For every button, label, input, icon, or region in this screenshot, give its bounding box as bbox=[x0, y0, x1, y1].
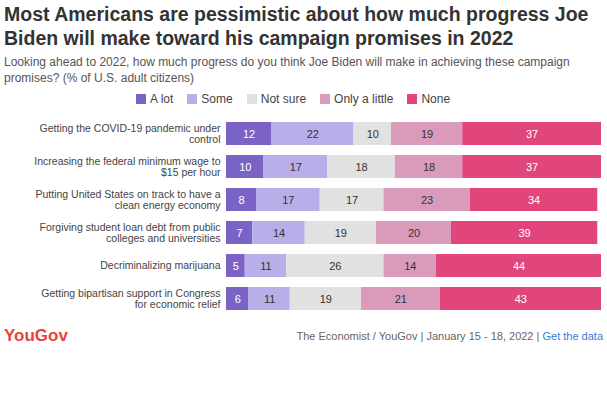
html-text:Some: Some bbox=[201, 92, 233, 106]
svg-text:8: 8 bbox=[238, 194, 244, 206]
html-text:Not sure: Not sure bbox=[260, 92, 307, 106]
html-text:Most Americans are pessimistic: Most Americans are pessimistic about how… bbox=[4, 3, 589, 49]
svg-text:37: 37 bbox=[526, 161, 538, 173]
svg-text:Increasing the federal minimum: Increasing the federal minimum wage to$1… bbox=[34, 155, 221, 178]
html-text:None: None bbox=[421, 92, 451, 106]
svg-text:18: 18 bbox=[355, 161, 367, 173]
svg-text:20: 20 bbox=[408, 227, 420, 239]
svg-text:Forgiving student loan debt fr: Forgiving student loan debt from publicc… bbox=[40, 221, 221, 244]
html-text:Looking ahead to 2022, how muc: Looking ahead to 2022, how much progress… bbox=[4, 55, 570, 85]
html-text:Only a little: Only a little bbox=[334, 92, 394, 106]
svg-text:6: 6 bbox=[235, 293, 241, 305]
svg-text:34: 34 bbox=[528, 194, 540, 206]
svg-text:Getting the COVID-19 pandemic: Getting the COVID-19 pandemic undercontr… bbox=[40, 122, 221, 145]
svg-text:10: 10 bbox=[367, 128, 379, 140]
svg-text:10: 10 bbox=[239, 161, 251, 173]
svg-text:19: 19 bbox=[335, 227, 347, 239]
svg-text:5: 5 bbox=[233, 260, 239, 272]
svg-text:7: 7 bbox=[237, 227, 243, 239]
svg-text:22: 22 bbox=[307, 128, 319, 140]
svg-text:37: 37 bbox=[526, 128, 538, 140]
svg-text:43: 43 bbox=[515, 293, 527, 305]
svg-text:17: 17 bbox=[282, 194, 294, 206]
svg-text:39: 39 bbox=[519, 227, 531, 239]
svg-text:26: 26 bbox=[329, 260, 341, 272]
svg-text:14: 14 bbox=[404, 260, 416, 272]
html-text:The Economist / YouGov | Janua: The Economist / YouGov | January 15 - 18… bbox=[296, 330, 603, 342]
svg-text:19: 19 bbox=[421, 128, 433, 140]
svg-text:11: 11 bbox=[260, 260, 271, 272]
svg-text:Putting United States on track: Putting United States on track to have a… bbox=[35, 188, 221, 211]
svg-text:17: 17 bbox=[346, 194, 358, 206]
svg-text:18: 18 bbox=[423, 161, 435, 173]
html-text:A lot: A lot bbox=[150, 92, 174, 106]
svg-text:14: 14 bbox=[273, 227, 285, 239]
svg-text:Getting bipartisan support in: Getting bipartisan support in Congressfo… bbox=[41, 287, 220, 310]
svg-text:Decriminalizing marijuana: Decriminalizing marijuana bbox=[100, 259, 220, 271]
html-text:YouGov: YouGov bbox=[4, 326, 68, 345]
svg-text:12: 12 bbox=[243, 128, 255, 140]
svg-text:19: 19 bbox=[320, 293, 332, 305]
svg-text:44: 44 bbox=[513, 260, 525, 272]
svg-text:17: 17 bbox=[290, 161, 302, 173]
svg-text:11: 11 bbox=[264, 293, 275, 305]
svg-text:23: 23 bbox=[421, 194, 433, 206]
svg-text:21: 21 bbox=[395, 293, 407, 305]
